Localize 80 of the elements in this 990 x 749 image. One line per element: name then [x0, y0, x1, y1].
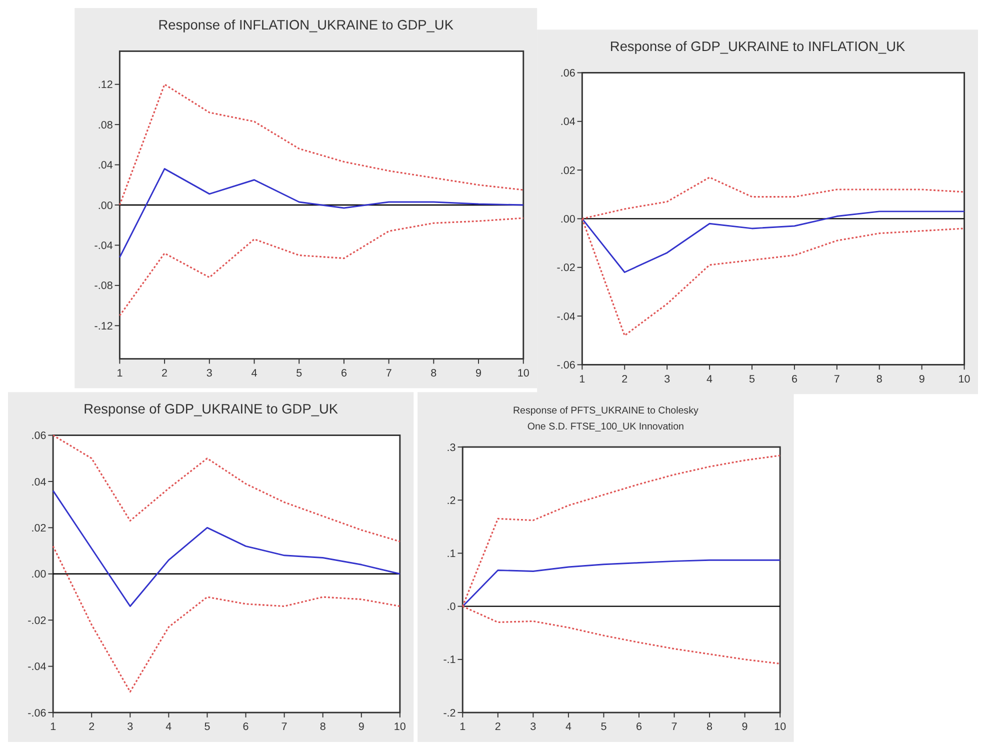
y-tick-label: .12 [98, 79, 113, 92]
y-tick-label: -.04 [28, 661, 46, 674]
y-tick-label: -.06 [556, 359, 576, 372]
x-tick-label: 7 [281, 721, 288, 734]
x-tick-label: 3 [664, 373, 670, 386]
y-tick-label: -.12 [94, 320, 113, 332]
x-tick-label: 5 [600, 721, 607, 734]
line-series [118, 168, 524, 258]
x-tick-label: 9 [358, 721, 364, 734]
line-series [462, 559, 781, 608]
x-tick-label: 1 [579, 373, 586, 386]
x-tick-label: 5 [296, 367, 302, 380]
x-tick-label: 6 [791, 373, 798, 386]
x-tick-label: 10 [958, 373, 970, 386]
x-tick-label: 2 [494, 721, 501, 734]
x-tick-label: 4 [565, 721, 572, 734]
x-tick-label: 6 [242, 721, 249, 734]
x-tick-label: 7 [834, 373, 840, 386]
y-tick-label: .04 [31, 476, 46, 488]
x-tick-label: 3 [127, 721, 134, 734]
y-tick-label: -.2 [443, 707, 456, 720]
y-tick-label: .00 [31, 568, 46, 581]
y-tick-label: .00 [560, 213, 576, 226]
y-tick-label: -.04 [94, 240, 113, 252]
y-tick-label: -.06 [28, 707, 46, 720]
y-tick-label: .0 [446, 601, 456, 614]
x-tick-label: 8 [706, 721, 713, 734]
line-series [52, 545, 401, 693]
x-tick-label: 3 [530, 721, 536, 734]
x-tick-label: 8 [430, 367, 437, 380]
x-tick-label: 7 [386, 367, 392, 380]
x-tick-label: 2 [88, 721, 95, 734]
x-tick-label: 2 [622, 373, 628, 386]
chart-subtitle: One S.D. FTSE_100_UK Innovation [527, 421, 684, 432]
y-tick-label: -.1 [443, 654, 456, 666]
chart-title: Response of INFLATION_UKRAINE to GDP_UK [158, 18, 454, 33]
y-tick-label: .04 [560, 116, 576, 128]
x-tick-label: 10 [517, 367, 530, 380]
x-tick-label: 9 [918, 373, 925, 386]
y-tick-label: .08 [98, 119, 113, 132]
line-series [52, 490, 401, 607]
chart-title: Response of GDP_UKRAINE to GDP_UK [84, 402, 338, 417]
y-tick-label: .1 [446, 548, 456, 560]
x-tick-label: 4 [251, 367, 258, 380]
y-tick-label: -.04 [556, 310, 576, 323]
x-tick-label: 5 [204, 721, 210, 734]
x-tick-label: 4 [166, 721, 172, 734]
line-series [52, 434, 401, 542]
x-tick-label: 1 [50, 721, 56, 734]
x-tick-label: 1 [460, 721, 466, 734]
x-tick-label: 1 [116, 367, 123, 380]
line-series [118, 217, 524, 316]
y-tick-label: .04 [98, 160, 113, 172]
x-tick-label: 7 [671, 721, 678, 734]
x-tick-label: 9 [476, 367, 482, 380]
x-tick-label: 6 [340, 367, 347, 380]
x-tick-label: 4 [706, 373, 713, 386]
x-tick-label: 5 [748, 373, 755, 386]
x-tick-label: 2 [162, 367, 168, 380]
x-tick-label: 10 [774, 721, 786, 734]
x-tick-label: 3 [206, 367, 212, 380]
y-tick-label: .00 [98, 200, 113, 212]
y-tick-label: .02 [560, 164, 576, 177]
y-tick-label: -.02 [556, 262, 576, 274]
line-series [118, 84, 524, 206]
y-tick-label: -.02 [28, 614, 46, 627]
x-tick-label: 9 [742, 721, 748, 734]
x-tick-label: 10 [394, 721, 406, 734]
x-tick-label: 8 [876, 373, 882, 386]
y-tick-label: .3 [446, 442, 456, 454]
y-tick-label: .02 [31, 522, 46, 534]
x-tick-label: 6 [636, 721, 642, 734]
chart-title: Response of PFTS_UKRAINE to Cholesky [512, 406, 698, 417]
chart-title: Response of GDP_UKRAINE to INFLATION_UK [610, 39, 906, 54]
x-tick-label: 8 [320, 721, 326, 734]
y-tick-label: .2 [446, 494, 456, 507]
y-tick-label: -.08 [94, 280, 113, 292]
line-series [581, 210, 966, 273]
y-tick-label: .06 [31, 430, 46, 442]
y-tick-label: .06 [560, 68, 576, 80]
